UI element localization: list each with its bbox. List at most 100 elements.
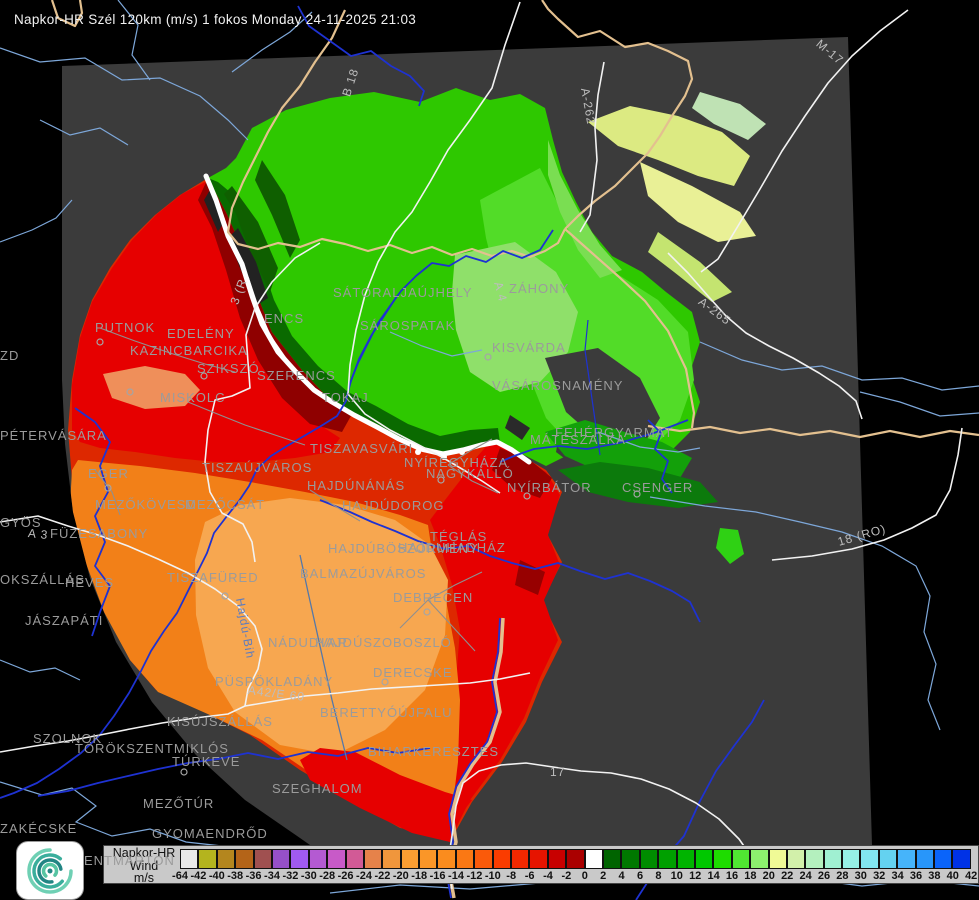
legend-quantity: Wind xyxy=(129,858,159,873)
legend-color-box xyxy=(602,849,622,869)
legend-color-box xyxy=(621,849,640,869)
legend-color-box xyxy=(547,849,567,869)
legend-color-box xyxy=(290,849,309,869)
legend-tick: 4 xyxy=(618,870,625,882)
legend-color-box xyxy=(529,849,548,869)
legend-color-box xyxy=(786,849,806,869)
legend-color-box xyxy=(915,849,935,869)
legend-tick: 2 xyxy=(600,870,607,882)
legend-color-box xyxy=(897,849,916,869)
legend-tick: -22 xyxy=(374,870,391,882)
legend-color-box xyxy=(694,849,714,869)
secondary-road-lines xyxy=(94,327,499,652)
legend-color-box xyxy=(327,849,346,869)
legend-tick: 14 xyxy=(707,870,720,882)
legend-tick: 20 xyxy=(762,870,775,882)
legend-tick: -18 xyxy=(411,870,428,882)
legend-tick: 24 xyxy=(799,870,812,882)
legend-tick: 10 xyxy=(670,870,683,882)
page-title: Napkor-HR Szél 120km (m/s) 1 fokos Monda… xyxy=(14,12,417,27)
legend-color-box xyxy=(639,849,659,869)
legend-tick: -8 xyxy=(506,870,517,882)
legend-scale xyxy=(180,849,971,869)
legend-color-box xyxy=(235,849,254,869)
legend-tick: -34 xyxy=(264,870,280,882)
legend-tick: -4 xyxy=(543,870,553,882)
legend-tick: -40 xyxy=(208,870,225,882)
legend-tick: -38 xyxy=(227,870,244,882)
legend-color-box xyxy=(437,849,456,869)
legend-tick: -6 xyxy=(524,870,535,882)
legend-tick: -30 xyxy=(300,870,317,882)
legend-color-box xyxy=(180,849,199,869)
legend-color-box xyxy=(676,849,695,869)
legend-tick: -14 xyxy=(448,870,464,882)
legend-product: Napkor-HR xyxy=(112,846,176,860)
legend-tick: -20 xyxy=(392,870,409,882)
legend-tick: 36 xyxy=(909,870,923,882)
legend-tick: 26 xyxy=(817,870,831,882)
legend-tick: 16 xyxy=(725,870,739,882)
legend-color-box xyxy=(713,849,732,869)
legend-color-box xyxy=(934,849,953,869)
legend-tick: 38 xyxy=(928,870,941,882)
legend-tick: -36 xyxy=(245,870,262,882)
road-lines xyxy=(0,1,963,890)
legend-tick: 22 xyxy=(781,870,794,882)
legend-tick: 30 xyxy=(854,870,867,882)
legend-color-box xyxy=(455,849,475,869)
storm-spiral-logo xyxy=(16,841,84,900)
legend-color-box xyxy=(363,849,383,869)
legend-tick: 8 xyxy=(655,870,662,882)
legend-tick: 18 xyxy=(744,870,757,882)
town-markers xyxy=(96,338,641,776)
legend-tick: -26 xyxy=(337,870,354,882)
legend-color-box xyxy=(253,849,272,869)
legend-tick: -28 xyxy=(319,870,336,882)
legend-tick: 28 xyxy=(836,870,849,882)
legend-unit: m/s xyxy=(133,871,155,885)
legend-color-box xyxy=(216,849,236,869)
legend-tick: 34 xyxy=(891,870,904,882)
legend-color-box xyxy=(750,849,769,869)
legend-tick: 6 xyxy=(636,870,644,882)
legend-color-box xyxy=(198,849,217,869)
legend-panel: Napkor-HR Wind m/s -64 -42 -40 -38 -36 -34 -32… xyxy=(103,845,979,884)
legend-tick: 42 xyxy=(965,870,978,882)
legend-tick: -10 xyxy=(484,870,501,882)
legend-color-box xyxy=(658,849,677,869)
legend-tick: 40 xyxy=(946,870,959,882)
legend-tick: -32 xyxy=(282,870,299,882)
legend-title-block: Napkor-HR Wind m/s xyxy=(108,847,180,885)
legend-tick: -12 xyxy=(466,870,483,882)
legend-color-box xyxy=(566,849,585,869)
legend-color-box xyxy=(768,849,787,869)
legend-color-box xyxy=(400,849,420,869)
legend-color-box xyxy=(731,849,751,869)
legend-tick: 0 xyxy=(581,870,588,882)
legend-color-box xyxy=(842,849,861,869)
legend-color-box xyxy=(860,849,879,869)
legend-color-box xyxy=(419,849,438,869)
legend-tick: 12 xyxy=(689,870,702,882)
legend-color-box xyxy=(382,849,401,869)
legend-tick: -16 xyxy=(429,870,446,882)
legend-color-box xyxy=(308,849,328,869)
legend-tick: -64 xyxy=(172,870,188,882)
legend-tick: -42 xyxy=(190,870,207,882)
legend-color-box xyxy=(952,849,971,869)
velocity-field xyxy=(68,88,766,842)
legend-color-box xyxy=(823,849,843,869)
legend-color-box xyxy=(511,849,530,869)
legend-color-box xyxy=(492,849,512,869)
river-lines-dark xyxy=(0,5,765,900)
legend-color-box xyxy=(584,849,603,869)
legend-color-box xyxy=(345,849,364,869)
legend-tick: -24 xyxy=(356,870,372,882)
legend-color-box xyxy=(805,849,824,869)
legend-color-box xyxy=(271,849,291,869)
spiral-icon xyxy=(27,847,73,894)
legend-tick: -2 xyxy=(561,870,572,882)
